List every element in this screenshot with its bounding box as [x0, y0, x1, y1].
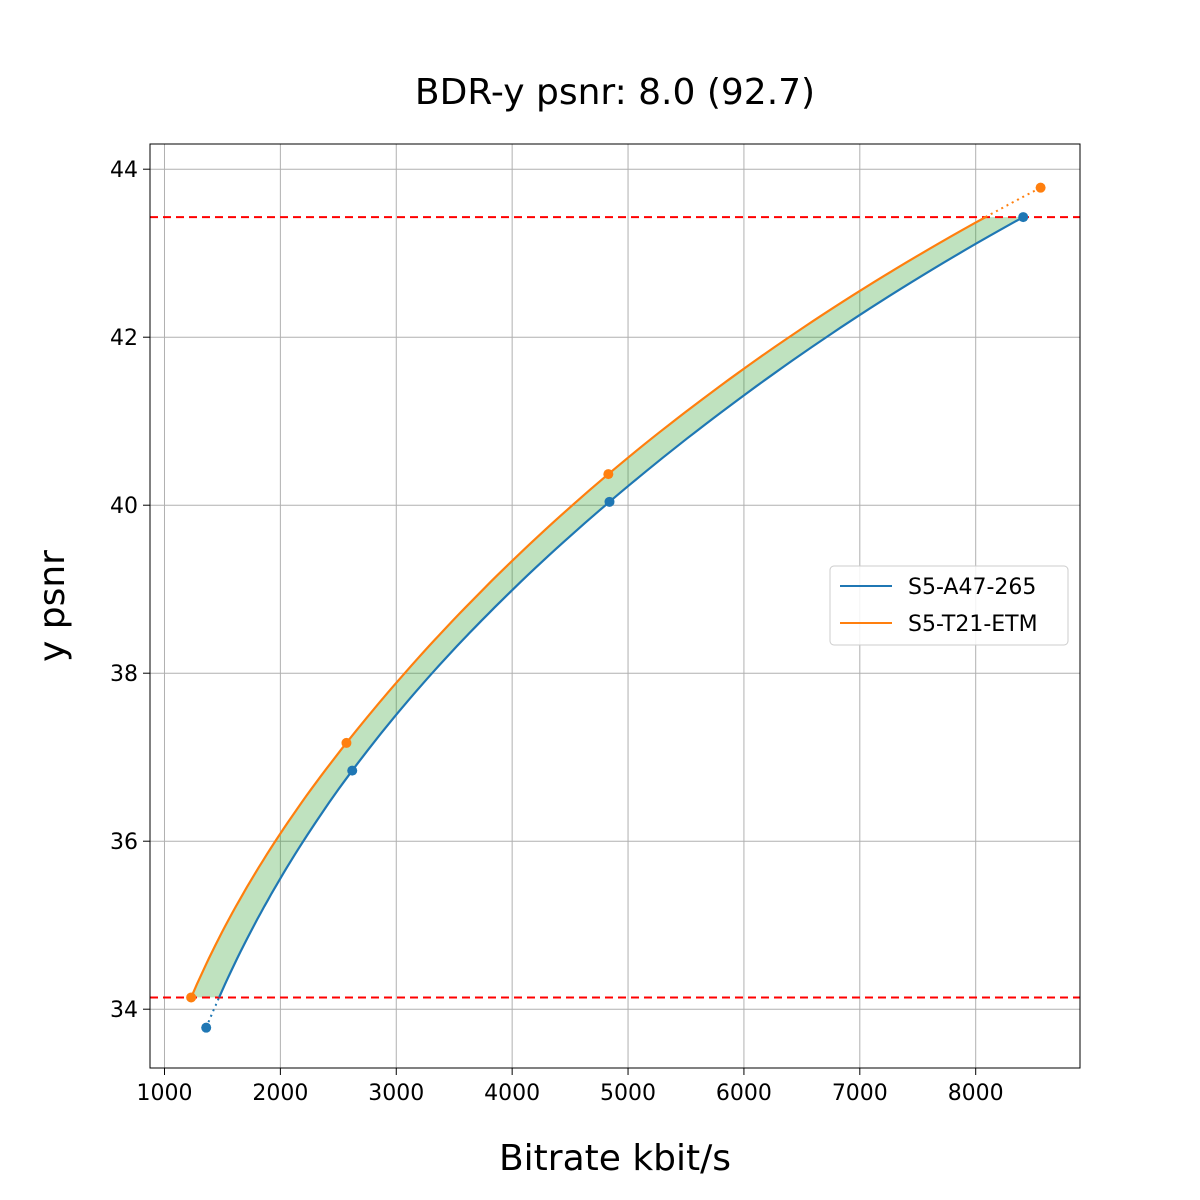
series-1-point	[603, 469, 614, 480]
legend-entry-series-1: S5-T21-ETM	[908, 612, 1038, 637]
series-0-point	[347, 765, 358, 776]
x-tick-label: 8000	[948, 1081, 1004, 1106]
reference-lines	[150, 216, 1080, 999]
chart-title: BDR-y psnr: 8.0 (92.7)	[415, 72, 815, 113]
series-1-point	[1035, 182, 1046, 193]
y-tick-label: 36	[110, 830, 138, 855]
plot-frame	[149, 143, 1081, 1069]
series-line-0	[218, 216, 1024, 998]
x-tick-label: 3000	[368, 1081, 424, 1106]
series-1-point	[186, 992, 197, 1003]
x-tick-label: 7000	[832, 1081, 888, 1106]
series-line-1	[190, 216, 987, 998]
y-tick-label: 40	[110, 494, 138, 519]
y-axis-label: y psnr	[32, 550, 73, 662]
x-tick-label: 1000	[136, 1081, 192, 1106]
y-tick-label: 44	[110, 158, 138, 183]
series-0-point	[1018, 212, 1029, 223]
series-extension-high-1	[984, 186, 1041, 218]
x-tick-label: 4000	[484, 1081, 540, 1106]
series-lines	[186, 182, 1046, 1033]
y-tick-label: 42	[110, 326, 138, 351]
legend-entry-series-0: S5-A47-265	[908, 575, 1036, 600]
series-1-point	[341, 737, 352, 748]
tick-labels: 1000 2000 3000 4000 5000 6000 7000 8000 34 36 38 40…	[110, 158, 1004, 1106]
x-tick-label: 5000	[600, 1081, 656, 1106]
x-tick-label: 2000	[252, 1081, 308, 1106]
grid	[150, 144, 1080, 1068]
series-0-point	[201, 1022, 212, 1033]
x-axis-label: Bitrate kbit/s	[499, 1138, 731, 1179]
y-tick-label: 34	[110, 998, 138, 1023]
x-tick-label: 6000	[716, 1081, 772, 1106]
y-tick-label: 38	[110, 662, 138, 687]
legend: S5-A47-265 S5-T21-ETM	[829, 565, 1069, 646]
series-0-point	[604, 496, 615, 507]
